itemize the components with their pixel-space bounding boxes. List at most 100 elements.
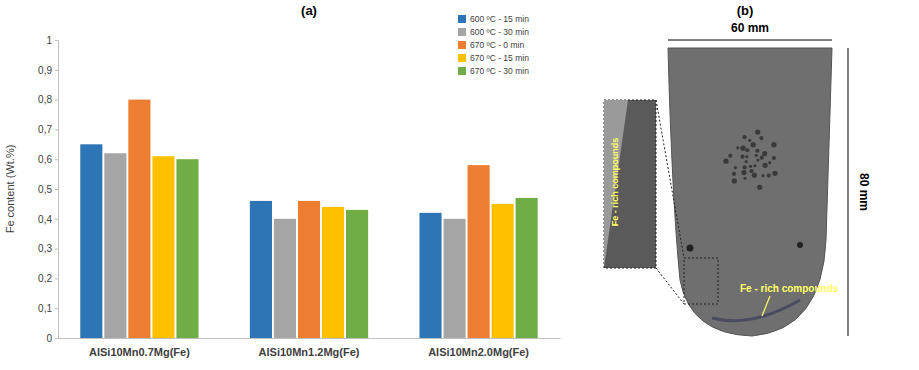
pore — [743, 177, 746, 180]
pore — [768, 161, 771, 164]
legend-item: 600 ºC - 30 min — [458, 27, 529, 37]
inset-label: Fe - rich compounds — [610, 138, 620, 227]
pore — [745, 155, 748, 158]
pore — [687, 245, 694, 252]
pore — [734, 166, 737, 169]
width-label: 60 mm — [731, 21, 769, 35]
dim-arrow — [848, 48, 849, 336]
y-tick-mark — [55, 70, 58, 71]
y-tick-mark — [55, 189, 58, 190]
y-tick-label: 0,2 — [38, 273, 52, 284]
pore — [742, 135, 746, 139]
y-tick: 0,9 — [38, 65, 58, 76]
inset — [604, 100, 656, 268]
pointer — [762, 296, 770, 316]
legend: 600 ºC - 15 min600 ºC - 30 min670 ºC - 0… — [458, 14, 529, 76]
porosity — [723, 130, 777, 190]
pore — [755, 154, 758, 157]
fe-band — [712, 300, 800, 321]
figure: 00,10,20,30,40,50,60,70,80,91AlSi10Mn0.7… — [0, 0, 919, 370]
y-tick-label: 0,6 — [38, 154, 52, 165]
y-tick: 0,5 — [38, 184, 58, 195]
pore — [728, 154, 732, 158]
y-axis-line — [55, 41, 59, 339]
bar — [346, 210, 368, 338]
legend-item: 670 ºC - 0 min — [458, 40, 524, 50]
y-tick-mark — [55, 40, 58, 41]
y-axis: 0 0,1 0,2 0,3 0,4 0,5 0,6 0,7 0,8 0,9 1 — [38, 35, 58, 344]
legend-item: 670 ºC - 15 min — [458, 53, 529, 63]
pore — [762, 151, 767, 156]
pore — [748, 139, 751, 142]
bottom-label: Fe - rich compounds — [740, 283, 839, 294]
pore — [767, 174, 771, 178]
y-tick-label: 0,8 — [38, 94, 52, 105]
bar — [152, 156, 174, 338]
x-axis-line — [59, 338, 561, 339]
bar — [468, 165, 490, 338]
pore — [745, 160, 748, 163]
pore — [760, 156, 764, 160]
y-tick-mark — [55, 159, 58, 160]
bar-series — [104, 153, 465, 338]
y-tick: 0,6 — [38, 154, 58, 165]
inset-light — [604, 100, 628, 268]
y-tick-mark — [55, 278, 58, 279]
legend-swatch — [458, 41, 466, 49]
legend-label: 670 ºC - 15 min — [470, 53, 529, 63]
y-tick-label: 0,9 — [38, 65, 52, 76]
legend-swatch — [458, 28, 466, 36]
pore — [740, 146, 745, 151]
bar — [176, 159, 198, 338]
y-tick-mark — [55, 338, 58, 339]
y-tick: 0,1 — [38, 303, 58, 314]
y-tick: 1 — [46, 35, 58, 46]
legend-label: 670 ºC - 0 min — [470, 40, 524, 50]
pore — [772, 156, 776, 160]
pore — [757, 185, 762, 190]
pore — [797, 242, 803, 248]
y-tick: 0,4 — [38, 214, 58, 225]
y-tick: 0,8 — [38, 94, 58, 105]
pore — [753, 164, 756, 167]
bars — [80, 100, 537, 338]
y-tick-mark — [55, 100, 58, 101]
pore — [732, 172, 736, 176]
y-tick-mark — [55, 129, 58, 130]
height-label: 80 mm — [857, 173, 871, 211]
y-tick-label: 0,5 — [38, 184, 52, 195]
pore — [732, 178, 737, 183]
pore — [745, 148, 749, 152]
pore — [756, 158, 759, 161]
bar-series — [176, 159, 537, 338]
pore — [755, 130, 760, 135]
x-tick: AlSi10Mn1.2Mg(Fe) — [259, 338, 360, 358]
y-tick-mark — [55, 219, 58, 220]
y-tick-label: 0,4 — [38, 214, 52, 225]
chart-title: (a) — [301, 3, 317, 18]
y-tick-label: 0,3 — [38, 243, 52, 254]
zoom-line — [656, 100, 684, 258]
pore — [741, 170, 746, 175]
pore — [761, 174, 764, 177]
y-tick: 0,3 — [38, 243, 58, 254]
x-tick-label: AlSi10Mn1.2Mg(Fe) — [259, 346, 360, 358]
zoom-line — [656, 268, 684, 304]
bar-series — [152, 156, 513, 338]
y-tick: 0 — [46, 333, 58, 344]
legend-swatch — [458, 67, 466, 75]
bar — [274, 219, 296, 338]
zoom-box — [684, 258, 718, 304]
pore — [763, 163, 768, 168]
pore — [751, 142, 756, 147]
bar — [104, 153, 126, 338]
bar — [298, 201, 320, 338]
y-tick-mark — [55, 249, 58, 250]
pore — [749, 165, 752, 168]
y-tick: 0,7 — [38, 124, 58, 135]
y-tick-mark — [55, 308, 58, 309]
bar — [250, 201, 272, 338]
bar-series — [128, 100, 489, 338]
legend-swatch — [458, 54, 466, 62]
pore — [743, 165, 747, 169]
